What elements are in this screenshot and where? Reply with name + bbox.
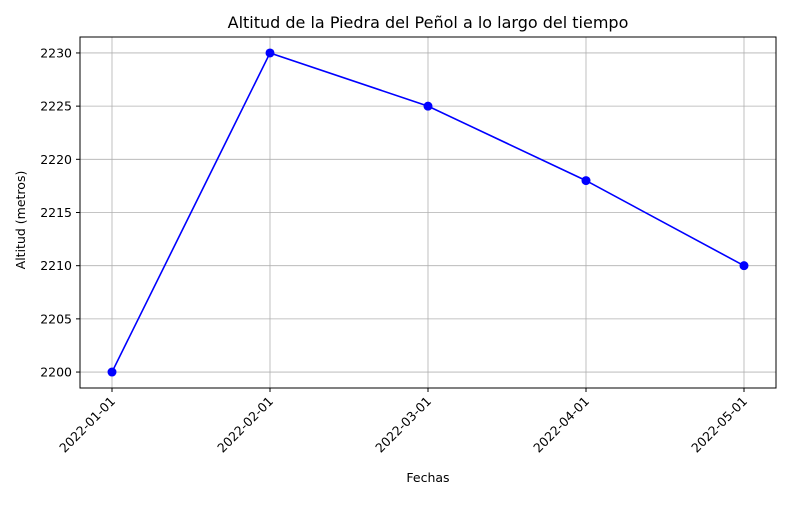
chart-title: Altitud de la Piedra del Peñol a lo larg… — [228, 13, 629, 32]
x-tick-label: 2022-04-01 — [530, 394, 592, 456]
data-point — [107, 367, 117, 377]
y-axis-label: Altitud (metros) — [13, 171, 28, 270]
y-tick-label: 2205 — [40, 311, 72, 326]
y-tick-label: 2200 — [40, 365, 72, 380]
data-point — [739, 261, 749, 271]
y-axis-ticks: 2200 2205 2210 2215 2220 2225 2230 — [40, 45, 80, 380]
data-point — [423, 101, 433, 111]
y-tick-label: 2210 — [40, 258, 72, 273]
data-point — [265, 48, 275, 58]
x-axis-label: Fechas — [406, 470, 449, 485]
grid — [80, 37, 776, 388]
x-tick-label: 2022-01-01 — [56, 394, 118, 456]
data-point — [581, 176, 591, 186]
y-tick-label: 2225 — [40, 99, 72, 114]
x-tick-label: 2022-02-01 — [214, 394, 276, 456]
x-tick-label: 2022-05-01 — [688, 394, 750, 456]
x-tick-label: 2022-03-01 — [372, 394, 434, 456]
series — [107, 48, 749, 377]
y-tick-label: 2230 — [40, 45, 72, 60]
y-tick-label: 2215 — [40, 205, 72, 220]
x-axis-ticks: 2022-01-01 2022-02-01 2022-03-01 2022-04-01… — [56, 388, 750, 455]
y-tick-label: 2220 — [40, 152, 72, 167]
